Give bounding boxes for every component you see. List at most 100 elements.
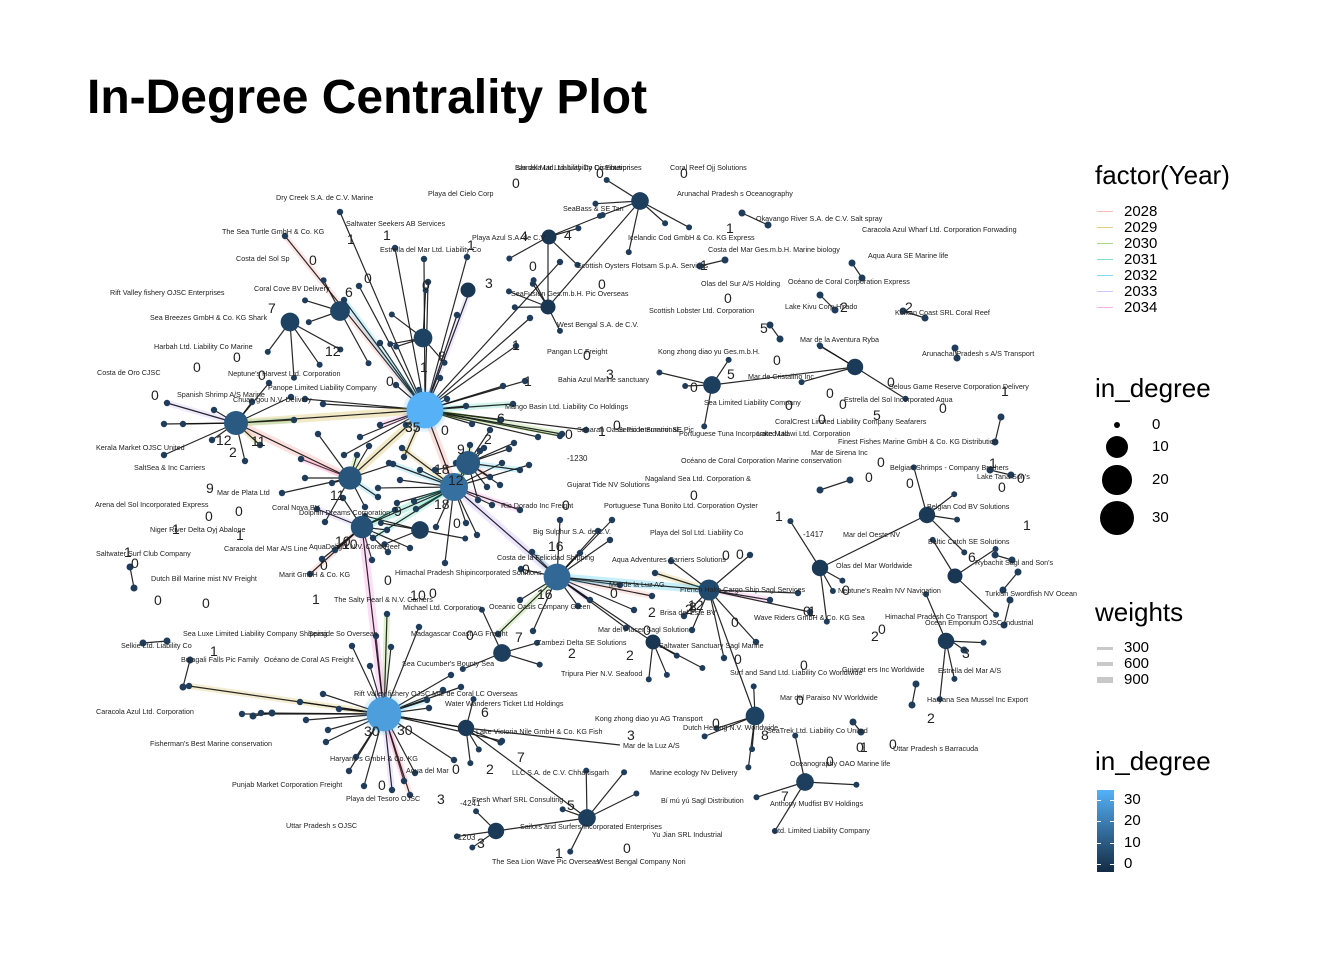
node-label: The Salty Pearl & N.V. Carriers bbox=[334, 595, 433, 604]
node-label: Surf and Sand Ltd. Liability Co Worldwid… bbox=[730, 668, 863, 677]
node-label: French Hake Cargo Ship Sagl Services bbox=[680, 585, 805, 594]
node-label: Mar del Placer Sagl Solution bbox=[598, 625, 689, 634]
hub-degree-label: 11 bbox=[330, 487, 345, 503]
hub-node bbox=[366, 696, 402, 732]
leaf-node bbox=[321, 518, 329, 526]
legend-year-title: factor(Year) bbox=[1095, 160, 1230, 190]
legend-weights-title: weights bbox=[1095, 597, 1184, 627]
edge bbox=[394, 247, 426, 411]
node-label: Costa de Oro CJSC bbox=[97, 368, 161, 377]
leaf-node bbox=[340, 451, 348, 459]
leaf-node bbox=[848, 259, 856, 267]
leaf-node bbox=[910, 464, 917, 471]
degree-label: 6 bbox=[497, 410, 505, 426]
degree-label: 0 bbox=[364, 270, 372, 286]
degree-label: 1 bbox=[860, 739, 868, 755]
leaf-node bbox=[320, 277, 327, 284]
leaf-node bbox=[667, 557, 675, 565]
node-label: SeaFusion Ges.m.b.H. Pic Overseas bbox=[511, 289, 629, 298]
node-label: Sea Breezes GmbH & Co. KG Shark bbox=[150, 313, 267, 322]
leaf-node bbox=[160, 451, 168, 459]
node-label: Arunachal Pradesh s A/S Transport bbox=[922, 349, 1034, 358]
leaf-node bbox=[377, 520, 384, 527]
degree-label: 0 bbox=[724, 290, 732, 306]
leaf-node bbox=[899, 307, 907, 315]
degree-label: 1 bbox=[1023, 517, 1031, 533]
leaf-node bbox=[816, 342, 823, 349]
degree-label: 7 bbox=[268, 300, 276, 316]
degree-label: 0 bbox=[906, 475, 914, 491]
node-label: Portuguese Tuna Bonito Ltd. Corporation … bbox=[604, 501, 758, 510]
leaf-node bbox=[616, 581, 624, 589]
leaf-node bbox=[953, 354, 961, 362]
leaf-node bbox=[301, 474, 309, 482]
degree-label: 0 bbox=[842, 582, 850, 598]
legend-size-label: 30 bbox=[1152, 509, 1169, 526]
degree-label: 35 bbox=[405, 419, 421, 435]
node-label: CoralCrest Limited Liability Company Sea… bbox=[775, 417, 927, 426]
leaf-node bbox=[290, 416, 298, 424]
node-label: Kong zhong diao yu Ges.m.b.H. bbox=[658, 347, 760, 356]
legend-colorbar bbox=[1097, 790, 1114, 872]
legend-size-label: 10 bbox=[1152, 438, 1169, 455]
degree-label: 0 bbox=[596, 165, 604, 181]
node-label: Bí mú yú Sagl Distribution bbox=[661, 796, 744, 805]
leaf-node bbox=[257, 709, 265, 717]
leaf-node bbox=[376, 339, 384, 347]
leaf-node bbox=[384, 548, 392, 556]
leaf-node bbox=[936, 696, 943, 703]
leaf-node bbox=[680, 612, 688, 620]
leaf-node bbox=[470, 696, 477, 703]
leaf-node bbox=[328, 479, 336, 487]
leaf-node bbox=[498, 459, 506, 467]
leaf-node bbox=[369, 534, 377, 542]
node-label: Scottish Lobster Ltd. Corporation bbox=[649, 306, 754, 315]
mid-node bbox=[703, 376, 721, 394]
leaf-node bbox=[474, 496, 482, 504]
legend-weight-label: 600 bbox=[1124, 655, 1150, 672]
legend-year-label: 2033 bbox=[1124, 283, 1158, 300]
leaf-node bbox=[534, 433, 542, 441]
leaf-node bbox=[488, 501, 496, 509]
leaf-node bbox=[473, 531, 481, 539]
node-label: Sea Limited Liability Company bbox=[704, 398, 801, 407]
degree-label: 0 bbox=[522, 561, 530, 577]
hub-degree-label: 35 bbox=[405, 419, 421, 435]
leaf-node bbox=[353, 451, 361, 459]
degree-label: 2 bbox=[484, 431, 492, 447]
degree-label: 0 bbox=[610, 585, 618, 601]
leaf-node bbox=[459, 666, 466, 673]
leaf-node bbox=[467, 760, 474, 767]
node-label: The Sea Turtle GmbH & Co. KG bbox=[222, 227, 325, 236]
edge bbox=[142, 640, 168, 644]
legend-colorbar-tick bbox=[1097, 821, 1101, 822]
edge bbox=[358, 285, 426, 411]
node-label: The Sea Lion Wave Pic Overseas bbox=[492, 857, 600, 866]
edge bbox=[556, 576, 653, 597]
degree-label: 1 bbox=[775, 508, 783, 524]
mid-node bbox=[796, 773, 814, 791]
leaf-node bbox=[951, 491, 958, 498]
degree-label: 0 bbox=[512, 175, 520, 191]
node-label: Belgian Cod BV Solutions bbox=[927, 502, 1010, 511]
node-label: Mar de Sirena Inc bbox=[811, 448, 868, 457]
leaf-node bbox=[462, 535, 469, 542]
degree-label: 0 bbox=[193, 359, 201, 375]
leaf-node bbox=[556, 258, 564, 266]
leaf-node bbox=[387, 643, 395, 651]
leaf-node bbox=[505, 445, 513, 453]
leaf-node bbox=[496, 416, 504, 424]
leaf-node bbox=[806, 608, 814, 616]
node-label: Sea Luxe Limited Liability Company Shipp… bbox=[183, 629, 327, 638]
degree-label: 0 bbox=[529, 258, 537, 274]
legend-year-swatch bbox=[1097, 211, 1113, 212]
node-label: Tripura Pier N.V. Seafood bbox=[561, 669, 642, 678]
node-label: Saltwater Sanctuary Sagl Marine bbox=[659, 641, 764, 650]
legend-year-swatch bbox=[1097, 291, 1113, 292]
degree-label: 0 bbox=[565, 426, 573, 442]
leaf-node bbox=[302, 297, 309, 304]
node-label: Selous Game Reserve Corporation Delivery bbox=[889, 382, 1029, 391]
degree-label: 1 bbox=[1001, 383, 1009, 399]
node-label: Bahia Azul Marine sanctuary bbox=[558, 375, 649, 384]
leaf-node bbox=[776, 335, 784, 343]
